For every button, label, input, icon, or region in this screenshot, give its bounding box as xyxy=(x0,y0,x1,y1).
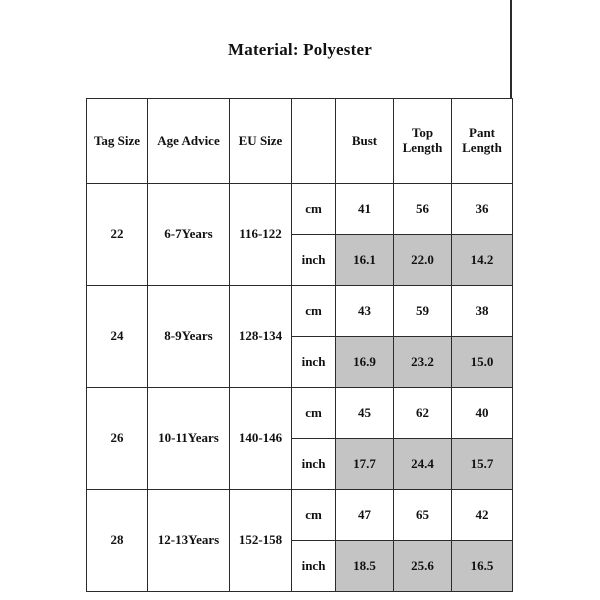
header-pant-length-line1: Pant xyxy=(469,125,495,141)
cell-unit-cm: cm xyxy=(291,183,336,235)
table-row: inch 16.9 23.2 15.0 xyxy=(87,336,513,388)
cell-bust-inch: 16.1 xyxy=(335,234,394,286)
cell-unit-inch: inch xyxy=(291,540,336,592)
cell-age-advice: 6-7Years xyxy=(147,183,230,286)
cell-top-length-inch: 25.6 xyxy=(393,540,452,592)
cell-eu-size: 116-122 xyxy=(229,183,292,286)
table-row: 24 8-9Years 128-134 cm 43 59 38 xyxy=(86,285,513,388)
header-row: Tag Size Age Advice EU Size Bust Top Len… xyxy=(86,98,513,184)
cell-top-length-inch: 24.4 xyxy=(393,438,452,490)
table-row: 22 6-7Years 116-122 cm 41 56 36 xyxy=(86,183,513,286)
header-unit-blank xyxy=(291,98,336,184)
cell-pant-length-inch: 14.2 xyxy=(451,234,513,286)
cell-tag-size: 22 xyxy=(86,183,148,286)
page-vertical-rule xyxy=(510,0,512,99)
cell-pant-length-inch: 15.7 xyxy=(451,438,513,490)
header-top-length-line1: Top xyxy=(411,125,434,141)
cell-unit-cm: cm xyxy=(291,489,336,541)
table-row: inch 18.5 25.6 16.5 xyxy=(87,540,513,592)
cell-top-length-cm: 62 xyxy=(393,387,452,439)
cell-bust-cm: 45 xyxy=(335,387,394,439)
cell-pant-length-cm: 38 xyxy=(451,285,513,337)
table-row: inch 17.7 24.4 15.7 xyxy=(87,438,513,490)
cell-tag-size: 28 xyxy=(86,489,148,592)
cell-unit-cm: cm xyxy=(291,285,336,337)
cell-bust-cm: 41 xyxy=(335,183,394,235)
cell-unit-cm: cm xyxy=(291,387,336,439)
cell-top-length-cm: 65 xyxy=(393,489,452,541)
cell-bust-inch: 16.9 xyxy=(335,336,394,388)
header-age-advice: Age Advice xyxy=(147,98,230,184)
cell-tag-size: 24 xyxy=(86,285,148,388)
cell-top-length-cm: 56 xyxy=(393,183,452,235)
cell-tag-size: 26 xyxy=(86,387,148,490)
cell-eu-size: 140-146 xyxy=(229,387,292,490)
cell-pant-length-inch: 15.0 xyxy=(451,336,513,388)
cell-bust-inch: 17.7 xyxy=(335,438,394,490)
table-header: Tag Size Age Advice EU Size Bust Top Len… xyxy=(86,98,513,184)
page-title: Material: Polyester xyxy=(228,40,372,59)
cell-eu-size: 128-134 xyxy=(229,285,292,388)
cell-pant-length-cm: 42 xyxy=(451,489,513,541)
header-top-length: Top Length xyxy=(393,98,452,184)
header-tag-size: Tag Size xyxy=(86,98,148,184)
cell-bust-inch: 18.5 xyxy=(335,540,394,592)
cell-bust-cm: 43 xyxy=(335,285,394,337)
table-body: 22 6-7Years 116-122 cm 41 56 36 inch 16.… xyxy=(86,183,513,592)
cell-eu-size: 152-158 xyxy=(229,489,292,592)
cell-top-length-cm: 59 xyxy=(393,285,452,337)
header-pant-length: Pant Length xyxy=(451,98,513,184)
cell-age-advice: 8-9Years xyxy=(147,285,230,388)
table-row: 26 10-11Years 140-146 cm 45 62 40 xyxy=(86,387,513,490)
cell-unit-inch: inch xyxy=(291,234,336,286)
cell-pant-length-cm: 40 xyxy=(451,387,513,439)
cell-top-length-inch: 22.0 xyxy=(393,234,452,286)
cell-unit-inch: inch xyxy=(291,336,336,388)
cell-bust-cm: 47 xyxy=(335,489,394,541)
cell-unit-inch: inch xyxy=(291,438,336,490)
cell-age-advice: 12-13Years xyxy=(147,489,230,592)
size-chart-table: Tag Size Age Advice EU Size Bust Top Len… xyxy=(86,98,513,592)
cell-pant-length-cm: 36 xyxy=(451,183,513,235)
table-row: inch 16.1 22.0 14.2 xyxy=(87,234,513,286)
table-row: 28 12-13Years 152-158 cm 47 65 42 xyxy=(86,489,513,592)
header-pant-length-line2: Length xyxy=(462,140,502,155)
header-eu-size: EU Size xyxy=(229,98,292,184)
cell-top-length-inch: 23.2 xyxy=(393,336,452,388)
cell-pant-length-inch: 16.5 xyxy=(451,540,513,592)
header-top-length-line2: Length xyxy=(402,140,443,155)
header-bust: Bust xyxy=(335,98,394,184)
cell-age-advice: 10-11Years xyxy=(147,387,230,490)
